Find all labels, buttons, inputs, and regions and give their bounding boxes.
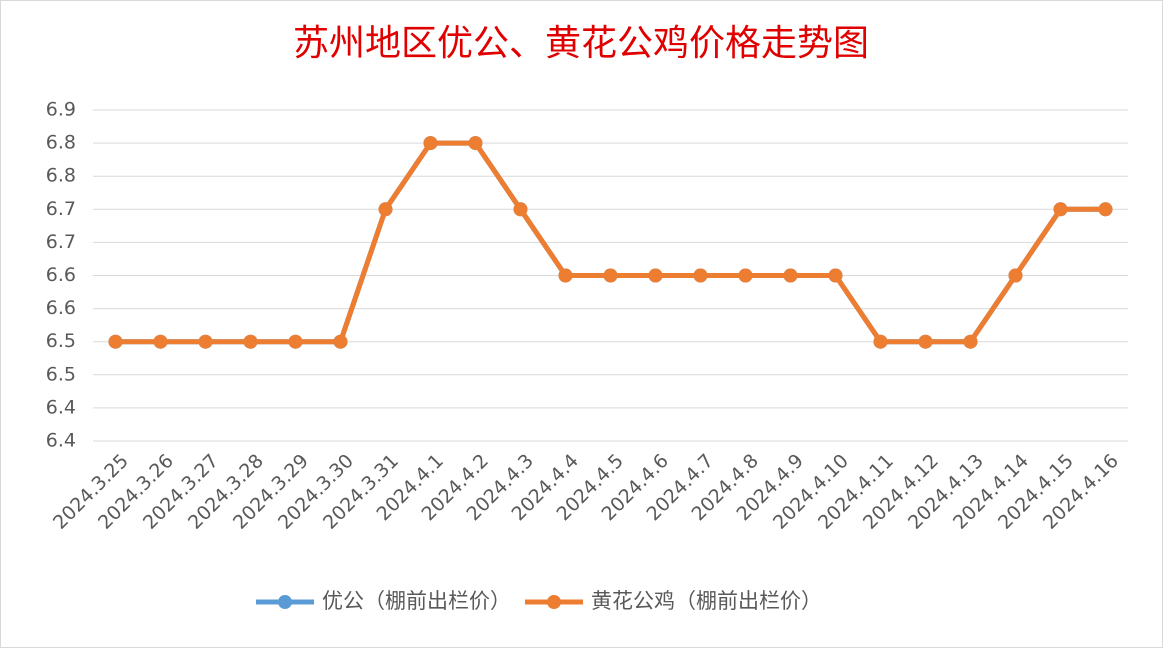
y-tick-label: 6.4: [46, 430, 76, 452]
data-point: [513, 202, 528, 217]
data-point: [873, 334, 888, 349]
y-tick-label: 6.6: [46, 297, 76, 319]
data-point: [378, 202, 393, 217]
data-point: [108, 334, 123, 349]
y-tick-label: 6.8: [46, 132, 76, 154]
y-tick-label: 6.7: [46, 198, 76, 220]
data-point: [918, 334, 933, 349]
data-point: [1098, 202, 1113, 217]
data-point: [198, 334, 213, 349]
data-point: [1053, 202, 1068, 217]
y-tick-label: 6.9: [46, 99, 76, 121]
y-tick-label: 6.8: [46, 165, 76, 187]
y-tick-label: 6.5: [46, 330, 76, 352]
data-point: [1008, 268, 1023, 283]
y-tick-label: 6.5: [46, 363, 76, 385]
chart-title: 苏州地区优公、黄花公鸡价格走势图: [293, 23, 869, 64]
data-point: [828, 268, 843, 283]
legend-marker: [278, 595, 292, 609]
y-tick-label: 6.7: [46, 231, 76, 253]
data-point: [153, 334, 168, 349]
data-point: [648, 268, 663, 283]
legend-label: 黄花公鸡（棚前出栏价）: [591, 589, 822, 613]
data-point: [288, 334, 303, 349]
y-tick-label: 6.4: [46, 396, 76, 418]
data-point: [558, 268, 573, 283]
data-point: [963, 334, 978, 349]
data-point: [693, 268, 708, 283]
data-point: [468, 136, 483, 151]
y-tick-label: 6.6: [46, 264, 76, 286]
data-point: [783, 268, 798, 283]
data-point: [738, 268, 753, 283]
data-point: [243, 334, 258, 349]
legend-label: 优公（棚前出栏价）: [322, 589, 511, 613]
legend-marker: [547, 595, 561, 609]
data-point: [603, 268, 618, 283]
data-point: [333, 334, 348, 349]
data-point: [423, 136, 438, 151]
